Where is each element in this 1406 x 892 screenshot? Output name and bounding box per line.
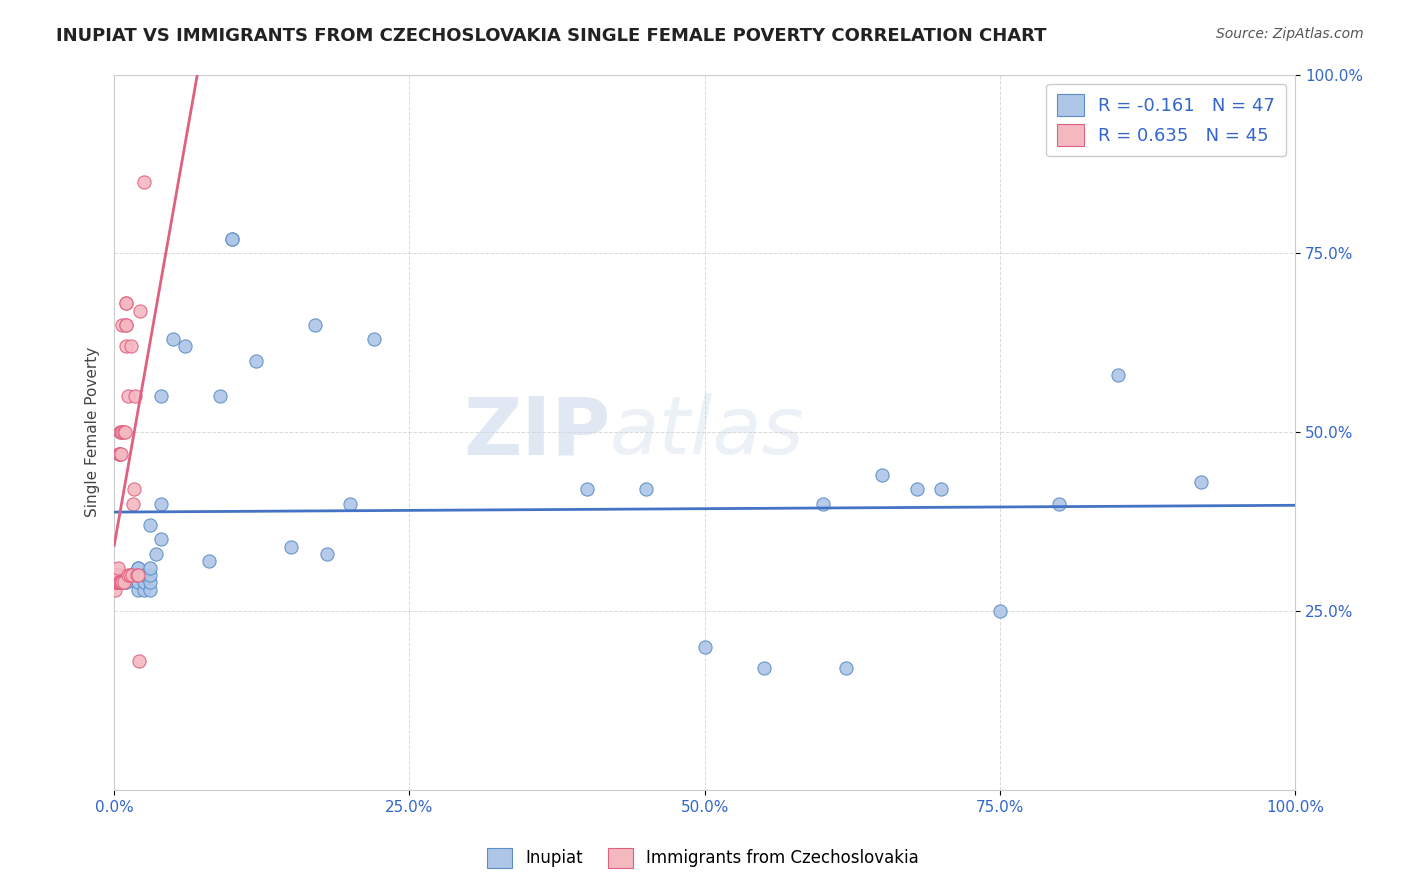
Point [363, 332, 385, 346]
Point [120, 339, 142, 353]
Point [905, 483, 928, 497]
Point [110, 447, 132, 461]
Point [138, 518, 160, 533]
Point [128, 654, 150, 668]
Point [209, 389, 232, 403]
Point [138, 561, 160, 575]
Point [105, 568, 128, 582]
Point [108, 425, 131, 440]
Point [117, 568, 139, 582]
Point [752, 661, 775, 675]
Point [114, 425, 136, 440]
Text: INUPIAT VS IMMIGRANTS FROM CZECHOSLOVAKIA SINGLE FEMALE POVERTY CORRELATION CHAR: INUPIAT VS IMMIGRANTS FROM CZECHOSLOVAKI… [56, 27, 1046, 45]
Point [115, 296, 138, 310]
Point [132, 582, 155, 597]
Point [221, 232, 243, 246]
Point [110, 575, 132, 590]
Point [174, 339, 197, 353]
Point [112, 575, 135, 590]
Point [127, 575, 149, 590]
Point [115, 575, 138, 590]
Point [111, 425, 134, 440]
Point [108, 575, 131, 590]
Point [107, 561, 129, 575]
Point [1189, 475, 1212, 490]
Legend: Inupiat, Immigrants from Czechoslovakia: Inupiat, Immigrants from Czechoslovakia [481, 841, 925, 875]
Point [138, 575, 160, 590]
Point [117, 389, 139, 403]
Point [104, 582, 127, 597]
Point [104, 575, 127, 590]
Point [280, 540, 302, 554]
Point [132, 575, 155, 590]
Point [1107, 368, 1129, 382]
Point [304, 318, 326, 332]
Y-axis label: Single Female Poverty: Single Female Poverty [86, 347, 100, 517]
Point [811, 497, 834, 511]
Point [127, 561, 149, 575]
Point [107, 575, 129, 590]
Point [693, 640, 716, 654]
Text: atlas: atlas [610, 393, 806, 471]
Point [112, 425, 135, 440]
Point [132, 568, 155, 582]
Point [108, 447, 131, 461]
Point [125, 568, 148, 582]
Point [929, 483, 952, 497]
Point [129, 303, 152, 318]
Point [118, 568, 141, 582]
Point [127, 582, 149, 597]
Point [115, 296, 138, 310]
Point [121, 568, 143, 582]
Point [121, 568, 143, 582]
Point [162, 332, 184, 346]
Point [870, 468, 893, 483]
Point [127, 561, 149, 575]
Legend: R = -0.161   N = 47, R = 0.635   N = 45: R = -0.161 N = 47, R = 0.635 N = 45 [1046, 84, 1286, 156]
Point [110, 425, 132, 440]
Text: ZIP: ZIP [463, 393, 610, 471]
Text: Source: ZipAtlas.com: Source: ZipAtlas.com [1216, 27, 1364, 41]
Point [575, 483, 598, 497]
Point [115, 575, 138, 590]
Point [105, 568, 128, 582]
Point [107, 568, 129, 582]
Point [245, 353, 267, 368]
Point [105, 575, 128, 590]
Point [122, 497, 145, 511]
Point [138, 582, 160, 597]
Point [127, 568, 149, 582]
Point [132, 175, 155, 189]
Point [108, 447, 131, 461]
Point [988, 604, 1011, 618]
Point [339, 497, 361, 511]
Point [122, 483, 145, 497]
Point [835, 661, 858, 675]
Point [127, 568, 149, 582]
Point [107, 575, 129, 590]
Point [111, 318, 134, 332]
Point [108, 447, 131, 461]
Point [124, 389, 146, 403]
Point [127, 568, 149, 582]
Point [107, 568, 129, 582]
Point [150, 389, 173, 403]
Point [145, 547, 167, 561]
Point [634, 483, 657, 497]
Point [115, 318, 138, 332]
Point [105, 568, 128, 582]
Point [108, 568, 131, 582]
Point [115, 339, 138, 353]
Point [108, 575, 131, 590]
Point [150, 533, 173, 547]
Point [221, 232, 243, 246]
Point [138, 568, 160, 582]
Point [111, 575, 134, 590]
Point [197, 554, 219, 568]
Point [105, 575, 128, 590]
Point [115, 318, 138, 332]
Point [315, 547, 337, 561]
Point [1047, 497, 1070, 511]
Point [150, 497, 173, 511]
